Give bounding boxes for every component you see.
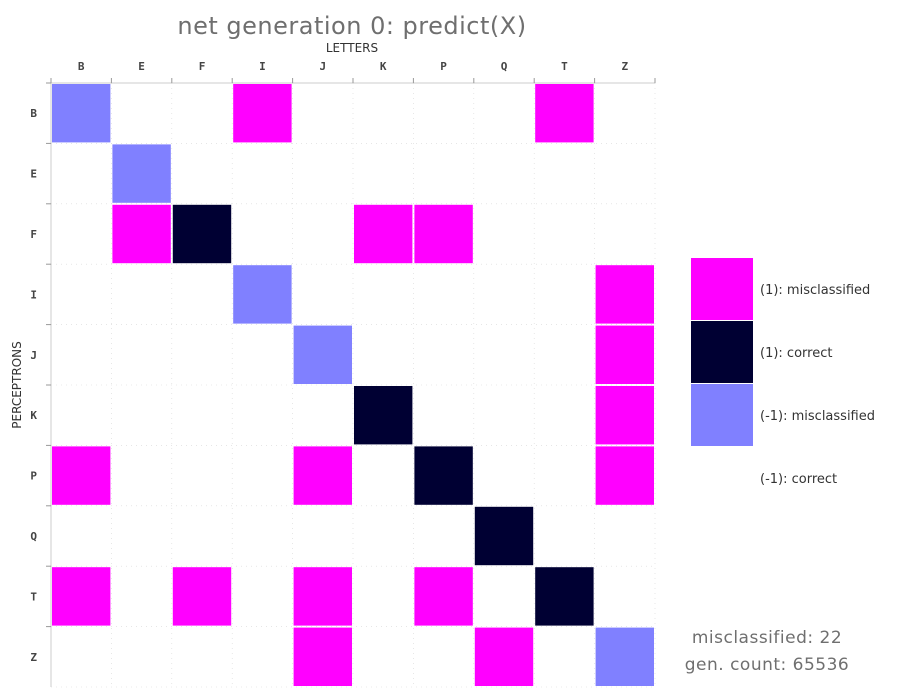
x-tick-label: E bbox=[138, 60, 145, 73]
heatmap-cell bbox=[535, 84, 594, 143]
heatmap-cell bbox=[293, 567, 352, 626]
y-ticks: B E F I J K P Q T Z bbox=[30, 82, 51, 664]
heatmap-cell bbox=[414, 446, 473, 505]
x-tick-label: J bbox=[319, 60, 326, 73]
legend-label: (-1): correct bbox=[760, 472, 837, 487]
x-tick-label: B bbox=[78, 60, 85, 73]
heatmap-cell bbox=[474, 506, 534, 566]
y-tick-label: P bbox=[30, 470, 37, 483]
heatmap-cell bbox=[535, 567, 594, 626]
y-tick-label: F bbox=[30, 228, 37, 241]
y-axis-label: PERCEPTRONS bbox=[10, 341, 24, 428]
y-tick-label: Z bbox=[30, 651, 37, 664]
heatmap-cell bbox=[354, 204, 413, 264]
legend-swatch bbox=[691, 321, 753, 383]
heatmap-cell bbox=[595, 627, 654, 686]
heatmap-cell bbox=[52, 84, 111, 143]
heatmap-cell bbox=[414, 567, 473, 626]
heatmap-cell bbox=[595, 446, 654, 505]
heatmap-cell bbox=[414, 204, 473, 264]
heatmap-cell bbox=[474, 627, 534, 686]
y-tick-label: Q bbox=[30, 530, 37, 543]
cells bbox=[52, 84, 654, 686]
legend-label: (1): misclassified bbox=[760, 283, 870, 298]
chart-title: net generation 0: predict(X) bbox=[177, 12, 526, 40]
legend: (1): misclassified (1): correct (-1): misc… bbox=[691, 258, 875, 487]
y-tick-label: T bbox=[30, 590, 37, 603]
legend-swatch bbox=[691, 258, 753, 320]
grid bbox=[50, 82, 656, 688]
heatmap-cell bbox=[595, 325, 654, 384]
x-tick-label: K bbox=[380, 60, 387, 73]
y-tick-label: E bbox=[30, 168, 37, 181]
x-tick-label: I bbox=[259, 60, 266, 73]
x-tick-label: Z bbox=[621, 60, 628, 73]
heatmap-cell bbox=[595, 386, 654, 445]
heatmap-cell bbox=[293, 627, 352, 686]
legend-label: (1): correct bbox=[760, 346, 832, 361]
x-axis-label: LETTERS bbox=[326, 41, 378, 55]
misclassified-count: misclassified: 22 bbox=[692, 628, 842, 648]
heatmap-cell bbox=[293, 446, 352, 505]
heatmap-cell bbox=[293, 325, 352, 384]
y-tick-label: K bbox=[30, 409, 37, 422]
x-tick-label: Q bbox=[501, 60, 508, 73]
heatmap-cell bbox=[112, 204, 171, 264]
heatmap-cell bbox=[354, 386, 413, 445]
heatmap-cell bbox=[595, 265, 654, 324]
heatmap-cell bbox=[112, 144, 171, 203]
generation-count: gen. count: 65536 bbox=[685, 655, 850, 675]
heatmap-cell bbox=[172, 204, 232, 264]
legend-swatch bbox=[691, 384, 753, 446]
heatmap-cell bbox=[172, 567, 232, 626]
x-tick-label: P bbox=[440, 60, 447, 73]
y-tick-label: J bbox=[30, 349, 37, 362]
heatmap-cell bbox=[52, 567, 111, 626]
y-tick-label: I bbox=[30, 288, 37, 301]
heatmap-cell bbox=[52, 446, 111, 505]
heatmap-cell bbox=[233, 84, 292, 143]
x-tick-label: T bbox=[561, 60, 568, 73]
x-tick-label: F bbox=[199, 60, 206, 73]
legend-label: (-1): misclassified bbox=[760, 409, 875, 424]
y-tick-label: B bbox=[30, 107, 37, 120]
heatmap-cell bbox=[233, 265, 292, 324]
